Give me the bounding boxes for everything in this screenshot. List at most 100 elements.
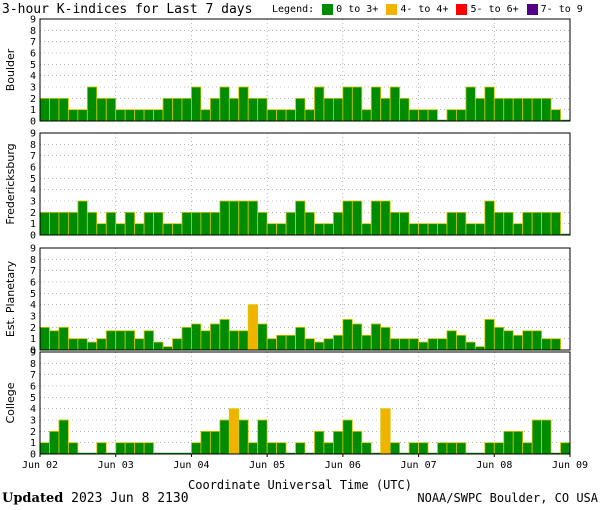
k-index-bar [465,341,476,351]
k-index-bar [96,97,107,122]
k-index-bar [105,211,117,236]
legend-item-yellow: 4- to 4+ [400,4,449,15]
k-index-bar [181,211,192,236]
x-tick-label: Jun 07 [401,460,437,471]
k-index-bar [474,97,486,122]
k-index-bar [427,223,438,236]
k-index-bar [39,326,50,351]
k-index-bar [172,223,183,236]
y-tick-label: 0 [30,346,36,357]
k-index-bar [465,223,476,236]
k-index-bar [153,452,164,454]
k-index-bar [49,97,60,122]
k-index-bar [332,430,344,455]
k-index-bar [172,338,183,351]
k-index-bar [456,211,467,236]
k-index-bar [209,323,221,351]
k-index-bar [541,419,552,455]
y-tick-label: 3 [30,312,36,323]
panel-border [39,247,571,351]
k-index-bar [560,119,570,121]
k-index-bar [370,323,382,351]
k-index-bar [503,330,514,351]
y-tick-label: 8 [30,359,36,370]
k-index-bar [238,200,249,236]
k-index-bar [39,97,50,122]
updated-timestamp: Updated 2023 Jun 8 2130 [2,491,189,506]
k-index-bar [228,408,240,455]
k-index-bar [49,330,60,351]
x-tick-label: Jun 02 [22,460,58,471]
legend-swatch-red [456,4,468,15]
y-tick-label: 6 [30,382,36,393]
k-index-bar [399,97,410,122]
k-index-bar [370,200,382,236]
k-index-bar [332,211,344,236]
y-tick-label: 3 [30,83,36,94]
y-tick-label: 2 [30,94,36,105]
k-index-bar [550,109,561,122]
k-index-bar [522,442,533,455]
y-tick-label: 7 [30,151,36,162]
k-index-bar [276,109,287,122]
k-index-bar [200,330,211,351]
k-index-bar [162,97,173,122]
y-tick-label: 4 [30,404,36,415]
k-index-bar [323,223,334,236]
k-index-bar [304,211,315,236]
k-index-bar [238,330,249,351]
k-index-bar [191,86,202,122]
k-index-bar [314,430,325,455]
k-index-bar [474,223,486,236]
k-index-bar [257,211,268,236]
k-index-bar [437,119,447,121]
y-tick-label: 0 [30,117,36,128]
k-index-bar [446,330,457,351]
k-index-bar [238,86,249,122]
k-index-bar [105,330,117,351]
y-tick-label: 1 [30,105,36,116]
k-index-bar [295,200,306,236]
k-index-bar [323,97,334,122]
k-index-bar [551,452,561,454]
k-index-bar [295,442,306,455]
k-index-bar [295,326,306,351]
k-index-bar [191,442,202,455]
x-tick-label: Jun 05 [249,460,285,471]
x-tick-label: Jun 04 [173,460,209,471]
y-tick-label: 9 [30,15,36,26]
y-tick-label: 1 [30,438,36,449]
k-index-bar [163,452,173,454]
k-index-bar [456,109,467,122]
k-index-bar [541,97,552,122]
k-index-bar [446,442,457,455]
k-index-bar [219,419,230,455]
k-index-bar [493,326,505,351]
k-index-bar [191,211,202,236]
y-tick-label: 9 [30,129,36,140]
k-index-bar [77,452,88,454]
k-index-bar [351,86,363,122]
y-tick-label: 9 [30,348,36,359]
k-index-bar [276,334,287,351]
k-index-bar [115,330,126,351]
k-index-bar [418,109,429,122]
k-index-bar [370,86,382,122]
k-index-bar [105,97,117,122]
x-tick-label: Jun 03 [98,460,134,471]
k-index-bar [408,109,419,122]
k-index-bar [172,97,183,122]
k-index-bar [314,341,325,351]
k-index-bar [541,338,552,351]
k-index-bar [361,442,372,455]
k-index-bar [134,442,145,455]
k-index-bar [219,318,230,351]
legend: Legend: 0 to 3+ 4- to 4+ 5- to 6+ 7- to … [272,4,583,15]
k-index-bar [285,211,296,236]
k-index-bar [305,452,315,454]
k-index-bar [181,97,192,122]
k-index-bar [266,223,278,236]
k-index-bar [247,304,259,351]
k-index-bar [503,430,514,455]
k-index-bar [531,419,543,455]
